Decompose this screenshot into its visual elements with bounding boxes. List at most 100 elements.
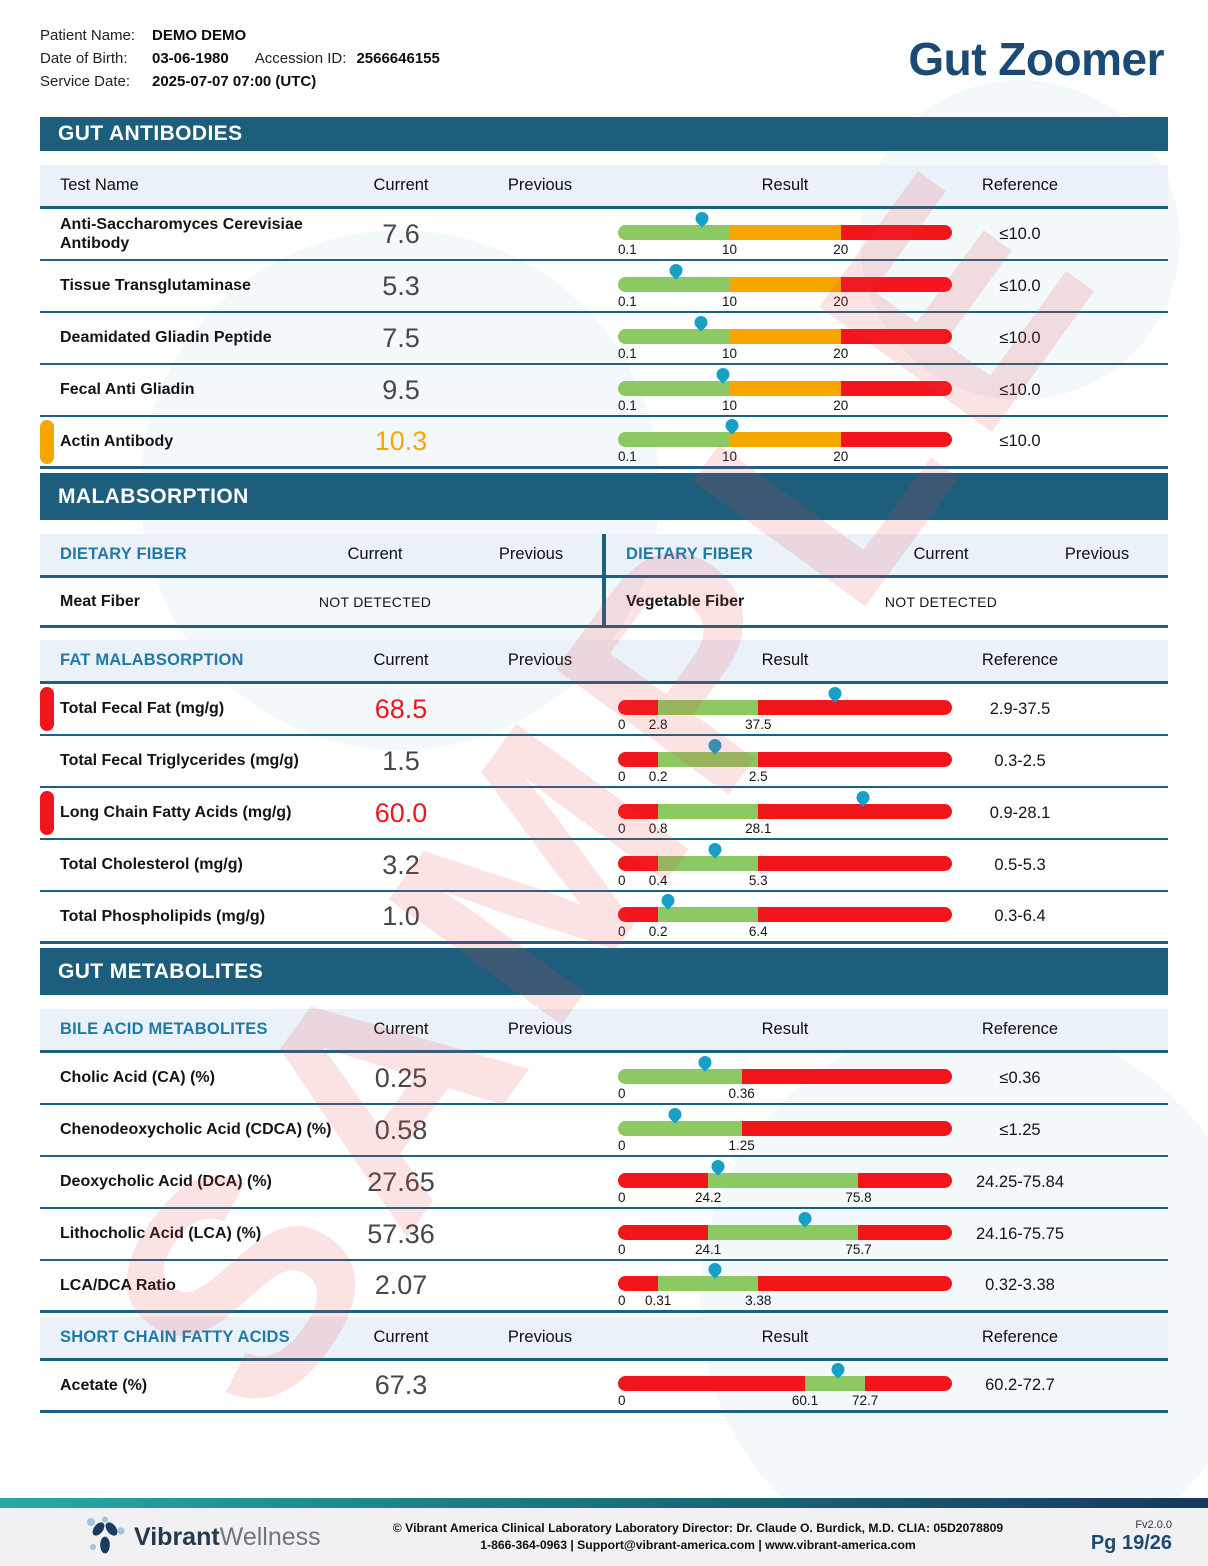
column-header-current: Current bbox=[373, 1020, 429, 1038]
bar-tick-label: 75.8 bbox=[845, 1189, 872, 1205]
column-header-previous: Previous bbox=[507, 651, 573, 669]
current-value: 9.5 bbox=[382, 374, 420, 405]
bar-tick-label: 1.25 bbox=[728, 1137, 755, 1153]
test-name: Anti-Saccharomyces Cerevisiae Antibody bbox=[60, 215, 303, 252]
bar-track bbox=[618, 751, 952, 767]
bar-segment-green bbox=[658, 1276, 759, 1291]
bar-segment-red bbox=[618, 803, 659, 819]
bar-segment-orange bbox=[729, 224, 841, 240]
test-name: Long Chain Fatty Acids (mg/g) bbox=[60, 804, 292, 822]
result-cell: 0 60.1 72.7 bbox=[614, 1360, 956, 1409]
vertical-divider bbox=[602, 534, 606, 628]
current-value: 1.5 bbox=[382, 745, 420, 776]
table-header-row: DIETARY FIBER Current Previous bbox=[606, 534, 1168, 578]
short-chain-fatty-acids-table: SHORT CHAIN FATTY ACIDS Current Previous Re… bbox=[40, 1317, 1168, 1413]
reference-value: ≤10.0 bbox=[999, 276, 1041, 295]
table-row: Deoxycholic Acid (DCA) (%) 27.65 0 24.2 75.8… bbox=[40, 1156, 1168, 1209]
form-version: Fv2.0.0 bbox=[1135, 1519, 1172, 1531]
table-header-row: BILE ACID METABOLITES Current Previous Resu… bbox=[40, 1009, 1168, 1053]
bar-tick-labels: 0 0.2 2.5 bbox=[618, 768, 952, 785]
bar-tick-labels: 0 0.8 28.1 bbox=[618, 820, 952, 837]
bar-segment-green bbox=[618, 276, 730, 292]
reference-value: 60.2-72.7 bbox=[985, 1376, 1055, 1394]
bar-segment-green bbox=[708, 1224, 859, 1240]
bar-tick-label: 20 bbox=[833, 345, 849, 361]
dob-label: Date of Birth: bbox=[40, 50, 128, 67]
table-row: Tissue Transglutaminase 5.3 0.1 10 20 ≤10.0 bbox=[40, 260, 1168, 313]
result-cell: 0 24.1 75.7 bbox=[614, 1208, 956, 1258]
bar-tick-labels: 0 1.25 bbox=[618, 1137, 952, 1154]
bar-segment-red bbox=[840, 432, 952, 447]
reference-value: 0.32-3.38 bbox=[985, 1276, 1055, 1294]
column-header-current: Current bbox=[373, 176, 429, 194]
bar-track bbox=[618, 328, 952, 344]
bar-tick-label: 0 bbox=[618, 1393, 626, 1408]
bar-segment-red bbox=[840, 224, 952, 240]
bar-tick-label: 10 bbox=[722, 397, 738, 413]
current-value: 7.5 bbox=[382, 322, 420, 353]
result-bar: 0.1 10 20 bbox=[618, 364, 952, 414]
bar-segment-green bbox=[658, 751, 759, 767]
vibrant-wellness-logo: VibrantWellness bbox=[84, 1516, 354, 1558]
bar-tick-label: 0 bbox=[618, 1189, 626, 1205]
bar-segment-red bbox=[741, 1120, 952, 1136]
bar-tick-label: 0 bbox=[618, 872, 626, 888]
test-name: Cholic Acid (CA) (%) bbox=[60, 1069, 215, 1087]
bar-segment-green bbox=[618, 224, 730, 240]
current-value: 2.07 bbox=[374, 1270, 428, 1300]
bar-track bbox=[618, 380, 952, 396]
bar-segment-orange bbox=[729, 276, 841, 292]
test-name: Total Cholesterol (mg/g) bbox=[60, 856, 243, 874]
column-header-previous: Previous bbox=[498, 545, 564, 563]
test-name: Total Fecal Fat (mg/g) bbox=[60, 700, 225, 718]
result-bar: 0.1 10 20 bbox=[618, 312, 952, 362]
bar-tick-label: 20 bbox=[833, 293, 849, 309]
table-row: Cholic Acid (CA) (%) 0.25 0 0.36 ≤0.36 bbox=[40, 1052, 1168, 1105]
reference-value: ≤1.25 bbox=[999, 1120, 1041, 1139]
bar-track bbox=[618, 907, 952, 922]
result-cell: 0 0.31 3.38 bbox=[614, 1260, 956, 1309]
bar-track bbox=[618, 1068, 952, 1084]
bar-tick-label: 0.1 bbox=[618, 293, 637, 309]
bar-track bbox=[618, 1276, 952, 1291]
result-cell: 0.1 10 20 bbox=[614, 260, 956, 310]
bar-segment-red bbox=[741, 1068, 952, 1084]
bar-track bbox=[618, 1224, 952, 1240]
bar-tick-labels: 0.1 10 20 bbox=[618, 345, 952, 362]
column-header-current: Current bbox=[347, 545, 403, 563]
bar-tick-label: 2.8 bbox=[648, 716, 668, 732]
bar-segment-red bbox=[758, 751, 952, 767]
patient-name-label: Patient Name: bbox=[40, 27, 136, 44]
current-value: 0.58 bbox=[374, 1114, 428, 1145]
bar-segment-red bbox=[618, 1172, 709, 1188]
bar-segment-red bbox=[618, 1224, 709, 1240]
vibrant-wellness-logo-text: VibrantWellness bbox=[134, 1523, 321, 1552]
column-header-name: Test Name bbox=[60, 176, 139, 194]
result-cell: 0 0.36 bbox=[614, 1052, 956, 1102]
table-row: Actin Antibody 10.3 0.1 10 20 ≤10.0 bbox=[40, 416, 1168, 469]
current-value: 60.0 bbox=[374, 797, 428, 828]
test-name: Total Phospholipids (mg/g) bbox=[60, 907, 266, 925]
column-header-name: SHORT CHAIN FATTY ACIDS bbox=[60, 1328, 290, 1346]
footer-copyright: © Vibrant America Clinical Laboratory La… bbox=[392, 1521, 1004, 1535]
result-cell: 0.1 10 20 bbox=[614, 364, 956, 414]
bar-segment-green bbox=[658, 699, 759, 715]
service-date-line: Service Date: 2025-07-07 07:00 (UTC) bbox=[40, 70, 440, 93]
current-value: 3.2 bbox=[382, 849, 420, 880]
accession-value: 2566646155 bbox=[356, 50, 440, 67]
fat-malabsorption-table: FAT MALABSORPTION Current Previous Result Re… bbox=[40, 640, 1168, 944]
result-cell: 0.1 10 20 bbox=[614, 416, 956, 465]
bar-tick-label: 0.1 bbox=[618, 241, 637, 257]
section-band-gut-antibodies: GUT ANTIBODIES bbox=[40, 117, 1168, 151]
bar-tick-label: 0.4 bbox=[648, 872, 668, 888]
result-cell: 0 0.2 6.4 bbox=[614, 891, 956, 940]
gut-antibodies-table: Test Name Current Previous Result Reference A… bbox=[40, 165, 1168, 469]
bar-tick-labels: 0.1 10 20 bbox=[618, 397, 952, 414]
dob-value: 03-06-1980 bbox=[152, 50, 229, 67]
result-cell: 0 0.2 2.5 bbox=[614, 735, 956, 785]
current-value: 5.3 bbox=[382, 270, 420, 301]
table-row: Chenodeoxycholic Acid (CDCA) (%) 0.58 0 1.2… bbox=[40, 1104, 1168, 1157]
bar-segment-red bbox=[618, 1276, 659, 1291]
bar-segment-red bbox=[618, 751, 659, 767]
